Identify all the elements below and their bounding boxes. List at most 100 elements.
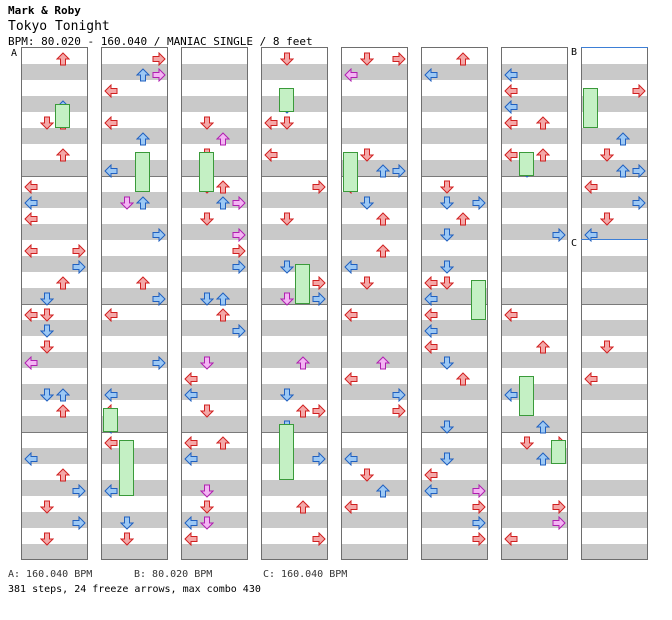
beat-stripe: [502, 288, 567, 304]
beat-stripe: [582, 192, 647, 208]
right-arrow-icon: [552, 500, 566, 514]
beat-stripe: [502, 160, 567, 176]
left-arrow-icon: [24, 244, 38, 258]
measure-line: [342, 176, 407, 177]
freeze-arrow-icon: [279, 424, 294, 480]
song-title: Tokyo Tonight: [8, 19, 110, 34]
left-arrow-icon: [504, 100, 518, 114]
left-arrow-icon: [504, 68, 518, 82]
beat-stripe: [342, 128, 407, 144]
down-arrow-icon: [360, 148, 374, 162]
down-arrow-icon: [40, 116, 54, 130]
beat-stripe: [502, 192, 567, 208]
beat-stripe: [342, 320, 407, 336]
measure-line: [342, 304, 407, 305]
left-arrow-icon: [24, 356, 38, 370]
right-arrow-icon: [232, 244, 246, 258]
beat-stripe: [582, 448, 647, 464]
beat-stripe: [342, 224, 407, 240]
right-arrow-icon: [72, 484, 86, 498]
beat-stripe: [502, 128, 567, 144]
beat-stripe: [182, 224, 247, 240]
left-arrow-icon: [184, 436, 198, 450]
left-arrow-icon: [344, 308, 358, 322]
down-arrow-icon: [600, 340, 614, 354]
beat-stripe: [422, 192, 487, 208]
beat-stripe: [262, 320, 327, 336]
measure-line: [22, 304, 87, 305]
beat-stripe: [102, 64, 167, 80]
measure-line: [342, 432, 407, 433]
beat-stripe: [342, 448, 407, 464]
bpm-change-line-c: [581, 239, 648, 240]
beat-stripe: [182, 256, 247, 272]
left-arrow-icon: [424, 484, 438, 498]
left-arrow-icon: [264, 148, 278, 162]
beat-stripe: [22, 96, 87, 112]
beat-stripe: [582, 544, 647, 559]
right-arrow-icon: [472, 532, 486, 546]
left-arrow-icon: [344, 372, 358, 386]
bpm-change-line-b: [581, 47, 648, 48]
bpm-marker-b: B: [571, 47, 578, 58]
down-arrow-icon: [360, 52, 374, 66]
left-arrow-icon: [344, 452, 358, 466]
measure-line: [422, 304, 487, 305]
left-arrow-icon: [184, 388, 198, 402]
down-arrow-icon: [120, 196, 134, 210]
freeze-arrow-icon: [519, 376, 534, 416]
down-arrow-icon: [40, 324, 54, 338]
song-artist: Mark & Roby: [8, 4, 81, 17]
right-arrow-icon: [632, 84, 646, 98]
down-arrow-icon: [520, 436, 534, 450]
beat-stripe: [342, 256, 407, 272]
beat-stripe: [182, 128, 247, 144]
freeze-arrow-icon: [279, 88, 294, 112]
left-arrow-icon: [184, 532, 198, 546]
beat-stripe: [422, 128, 487, 144]
left-arrow-icon: [344, 500, 358, 514]
beat-stripe: [102, 352, 167, 368]
up-arrow-icon: [216, 196, 230, 210]
beat-stripe: [182, 160, 247, 176]
right-arrow-icon: [392, 164, 406, 178]
right-arrow-icon: [632, 196, 646, 210]
right-arrow-icon: [232, 196, 246, 210]
beat-stripe: [342, 96, 407, 112]
right-arrow-icon: [72, 260, 86, 274]
left-arrow-icon: [504, 148, 518, 162]
beat-stripe: [342, 352, 407, 368]
beat-stripe: [102, 224, 167, 240]
beat-stripe: [102, 448, 167, 464]
beat-stripe: [342, 288, 407, 304]
up-arrow-icon: [536, 340, 550, 354]
left-arrow-icon: [504, 388, 518, 402]
down-arrow-icon: [280, 116, 294, 130]
beat-stripe: [182, 352, 247, 368]
beat-stripe: [502, 224, 567, 240]
up-arrow-icon: [456, 372, 470, 386]
down-arrow-icon: [280, 52, 294, 66]
measure-line: [182, 432, 247, 433]
beat-stripe: [582, 224, 647, 240]
beat-stripe: [582, 384, 647, 400]
beat-stripe: [182, 64, 247, 80]
up-arrow-icon: [56, 276, 70, 290]
right-arrow-icon: [312, 180, 326, 194]
right-arrow-icon: [312, 276, 326, 290]
down-arrow-icon: [440, 276, 454, 290]
beat-stripe: [182, 480, 247, 496]
up-arrow-icon: [56, 388, 70, 402]
right-arrow-icon: [632, 164, 646, 178]
left-arrow-icon: [184, 452, 198, 466]
beat-stripe: [22, 224, 87, 240]
up-arrow-icon: [376, 212, 390, 226]
freeze-arrow-icon: [119, 440, 134, 496]
beat-stripe: [342, 384, 407, 400]
down-arrow-icon: [200, 484, 214, 498]
down-arrow-icon: [600, 148, 614, 162]
beat-stripe: [102, 288, 167, 304]
freeze-arrow-icon: [551, 440, 566, 464]
left-arrow-icon: [504, 84, 518, 98]
down-arrow-icon: [120, 516, 134, 530]
